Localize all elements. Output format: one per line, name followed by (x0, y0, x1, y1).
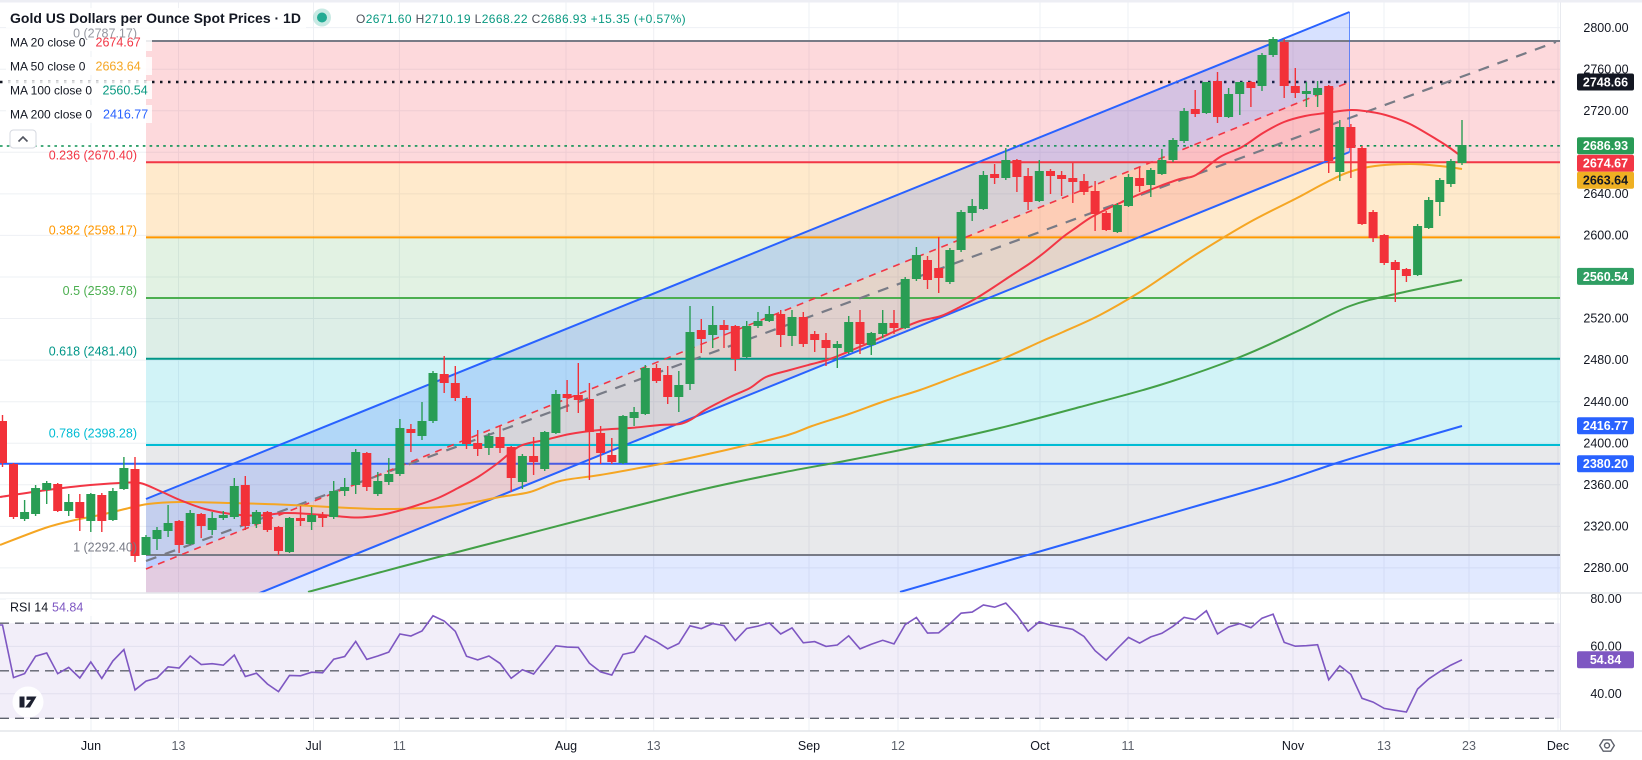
svg-text:2560.54: 2560.54 (103, 84, 148, 98)
svg-text:2480.00: 2480.00 (1583, 353, 1628, 367)
svg-text:Jun: Jun (81, 739, 101, 753)
svg-text:MA 200 close 0: MA 200 close 0 (10, 108, 92, 122)
svg-text:2663.64: 2663.64 (96, 60, 141, 74)
svg-text:MA 100 close 0: MA 100 close 0 (10, 84, 92, 98)
svg-text:Oct: Oct (1030, 739, 1050, 753)
svg-text:13: 13 (1377, 739, 1391, 753)
svg-text:RSI 14: RSI 14 (10, 601, 48, 615)
svg-text:Jul: Jul (306, 739, 322, 753)
svg-text:0.618 (2481.40): 0.618 (2481.40) (49, 345, 137, 359)
svg-text:2416.77: 2416.77 (103, 108, 148, 122)
svg-text:0.382 (2598.17): 0.382 (2598.17) (49, 224, 137, 238)
svg-text:2320.00: 2320.00 (1583, 519, 1628, 533)
svg-text:11: 11 (393, 739, 406, 753)
svg-text:2674.67: 2674.67 (1583, 157, 1628, 171)
svg-text:40.00: 40.00 (1590, 687, 1621, 701)
svg-text:54.84: 54.84 (52, 601, 83, 615)
svg-text:O2671.60 H2710.19 L2668.22 C26: O2671.60 H2710.19 L2668.22 C2686.93 +15.… (356, 12, 686, 26)
svg-text:80.00: 80.00 (1590, 592, 1621, 606)
svg-text:Sep: Sep (798, 739, 820, 753)
svg-text:Nov: Nov (1282, 739, 1305, 753)
svg-text:2560.54: 2560.54 (1583, 270, 1628, 284)
svg-text:2640.00: 2640.00 (1583, 187, 1628, 201)
svg-text:2380.20: 2380.20 (1583, 457, 1628, 471)
svg-text:2720.00: 2720.00 (1583, 104, 1628, 118)
svg-text:MA 20 close 0: MA 20 close 0 (10, 36, 86, 50)
svg-text:2400.00: 2400.00 (1583, 436, 1628, 450)
svg-text:2520.00: 2520.00 (1583, 312, 1628, 326)
svg-text:0.5 (2539.78): 0.5 (2539.78) (63, 284, 137, 298)
svg-text:1 (2292.40): 1 (2292.40) (73, 541, 137, 555)
svg-text:MA 50 close 0: MA 50 close 0 (10, 60, 86, 74)
svg-text:2416.77: 2416.77 (1583, 419, 1628, 433)
svg-text:2280.00: 2280.00 (1583, 561, 1628, 575)
svg-text:11: 11 (1122, 739, 1135, 753)
svg-text:2760.00: 2760.00 (1583, 62, 1628, 76)
svg-text:2748.66: 2748.66 (1583, 75, 1628, 89)
svg-text:0 (2787.17): 0 (2787.17) (73, 27, 137, 41)
svg-text:12: 12 (891, 739, 905, 753)
svg-text:2674.67: 2674.67 (96, 36, 141, 50)
svg-text:2663.64: 2663.64 (1583, 174, 1628, 188)
svg-text:2360.00: 2360.00 (1583, 478, 1628, 492)
svg-text:13: 13 (647, 739, 661, 753)
svg-text:Gold US Dollars per Ounce Spot: Gold US Dollars per Ounce Spot Prices · … (10, 10, 301, 26)
svg-text:23: 23 (1462, 739, 1476, 753)
svg-text:2686.93: 2686.93 (1583, 139, 1628, 153)
svg-text:13: 13 (172, 739, 186, 753)
svg-text:2440.00: 2440.00 (1583, 395, 1628, 409)
svg-text:54.84: 54.84 (1590, 653, 1621, 667)
svg-text:60.00: 60.00 (1590, 640, 1621, 654)
svg-text:2800.00: 2800.00 (1583, 21, 1628, 35)
svg-text:0.236 (2670.40): 0.236 (2670.40) (49, 149, 137, 163)
svg-text:Aug: Aug (555, 739, 577, 753)
svg-text:Dec: Dec (1547, 739, 1569, 753)
svg-text:2600.00: 2600.00 (1583, 229, 1628, 243)
svg-text:0.786 (2398.28): 0.786 (2398.28) (49, 427, 137, 441)
